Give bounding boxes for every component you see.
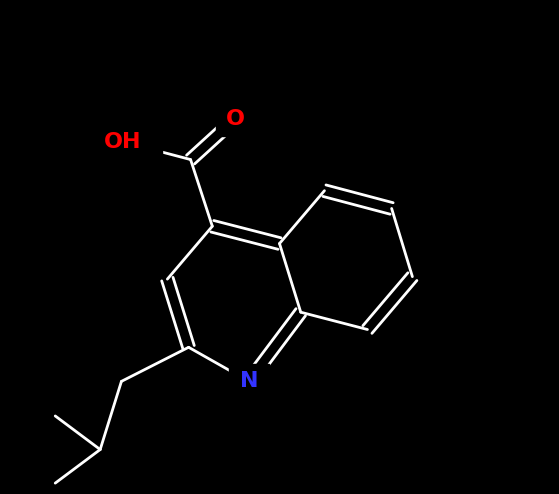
Bar [229,364,269,399]
Text: N: N [240,371,258,391]
Bar [216,101,255,136]
Text: OH: OH [104,132,141,152]
Text: O: O [226,109,245,128]
Bar [83,124,163,159]
